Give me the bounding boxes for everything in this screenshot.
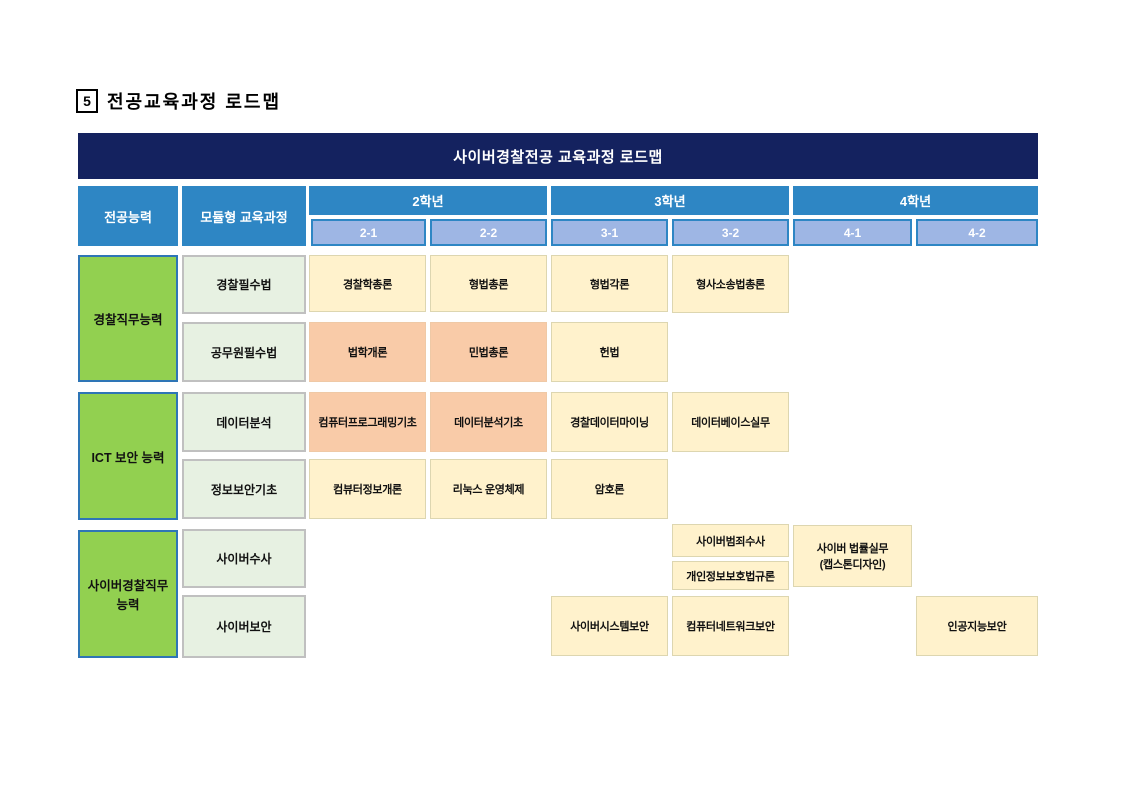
roadmap-banner: 사이버경찰전공 교육과정 로드맵	[78, 133, 1038, 179]
course-cell: 데이터베이스실무	[672, 392, 789, 452]
course-cell: 개인정보보호법규론	[672, 561, 789, 590]
course-cell: 경찰데이터마이닝	[551, 392, 668, 452]
module-data-analysis: 데이터분석	[182, 392, 306, 452]
course-cell: 데이터분석기초	[430, 392, 547, 452]
course-cell: 암호론	[551, 459, 668, 519]
header-sem-4-1: 4-1	[793, 219, 912, 246]
course-cell: 리눅스 운영체제	[430, 459, 547, 519]
header-module: 모듈형 교육과정	[182, 186, 306, 246]
course-cell: 컴뷰터정보개론	[309, 459, 426, 519]
page-title-text: 전공교육과정 로드맵	[107, 92, 282, 112]
course-cell: 컴퓨터프로그래밍기초	[309, 392, 426, 452]
module-cyber-security: 사이버보안	[182, 595, 306, 658]
course-cell: 사이버 법률실무 (캡스톤디자인)	[793, 525, 912, 587]
section-number-box: 5	[76, 89, 98, 113]
module-infosec-basics: 정보보안기초	[182, 459, 306, 519]
competency-ict-security: ICT 보안 능력	[78, 392, 178, 520]
header-year-4: 4학년	[793, 186, 1038, 215]
header-sem-2-2: 2-2	[430, 219, 547, 246]
header-sem-3-1: 3-1	[551, 219, 668, 246]
header-year-2: 2학년	[309, 186, 547, 215]
module-civil-servant-law: 공무원필수법	[182, 322, 306, 382]
module-cyber-investigation: 사이버수사	[182, 529, 306, 588]
course-cell: 사이버시스템보안	[551, 596, 668, 656]
course-cell: 경찰학총론	[309, 255, 426, 312]
page-title: 5 전공교육과정 로드맵	[76, 88, 281, 114]
header-sem-2-1: 2-1	[311, 219, 426, 246]
course-cell: 헌법	[551, 322, 668, 382]
module-police-required-law: 경찰필수법	[182, 255, 306, 314]
course-cell: 인공지능보안	[916, 596, 1038, 656]
course-cell: 형법총론	[430, 255, 547, 312]
course-cell: 형사소송법총론	[672, 255, 789, 313]
competency-police-duty: 경찰직무능력	[78, 255, 178, 382]
course-cell: 법학개론	[309, 322, 426, 382]
header-sem-4-2: 4-2	[916, 219, 1038, 246]
course-cell: 사이버범죄수사	[672, 524, 789, 557]
header-year-3: 3학년	[551, 186, 789, 215]
competency-cyber-police-duty: 사이버경찰직무 능력	[78, 530, 178, 658]
header-competency: 전공능력	[78, 186, 178, 246]
course-cell: 민법총론	[430, 322, 547, 382]
header-sem-3-2: 3-2	[672, 219, 789, 246]
course-cell: 형법각론	[551, 255, 668, 312]
course-cell: 컴퓨터네트워크보안	[672, 596, 789, 656]
